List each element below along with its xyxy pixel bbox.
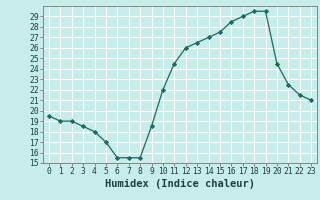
- X-axis label: Humidex (Indice chaleur): Humidex (Indice chaleur): [105, 179, 255, 189]
